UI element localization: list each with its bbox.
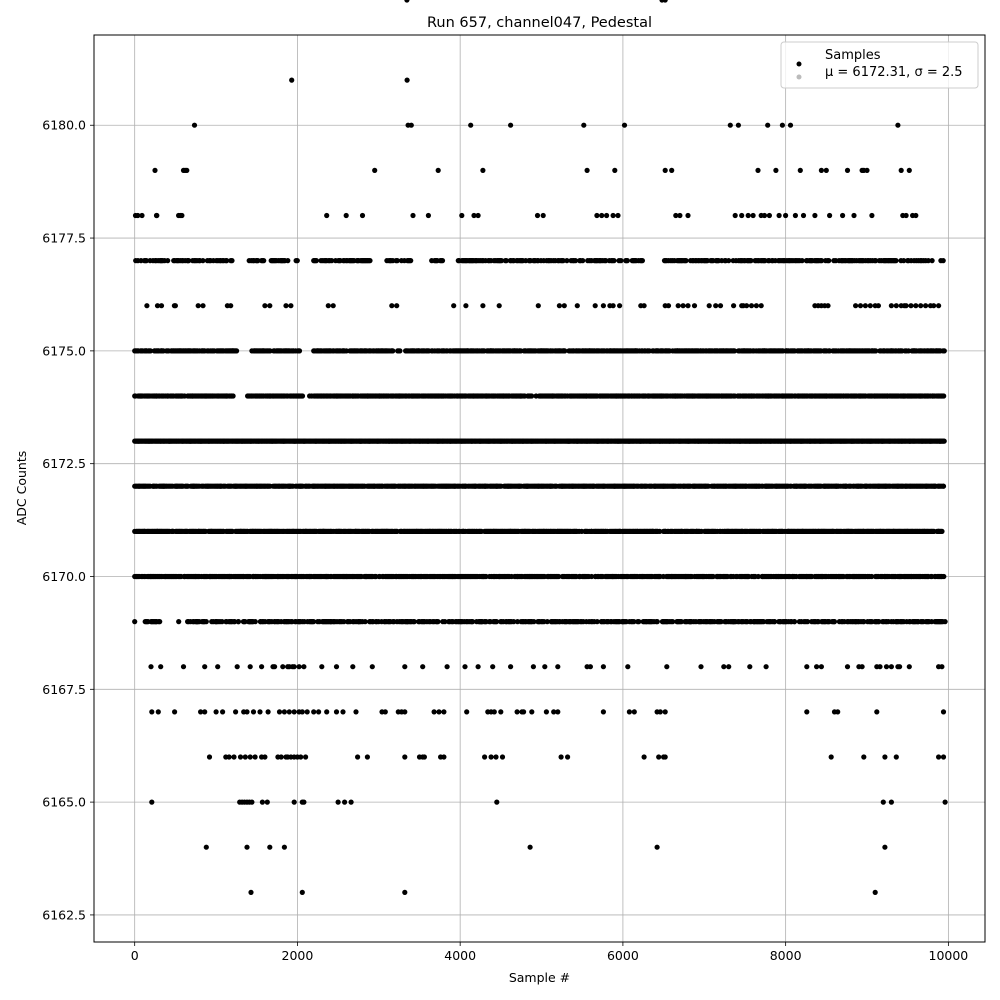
data-point (143, 258, 149, 264)
data-point (296, 348, 303, 354)
data-point (929, 258, 935, 264)
data-point (726, 258, 732, 264)
data-point (941, 438, 947, 444)
data-point (230, 393, 236, 399)
data-point (940, 258, 946, 264)
data-point (618, 258, 624, 264)
data-point (224, 258, 230, 264)
data-point (560, 258, 566, 264)
data-point (439, 258, 446, 264)
data-point (564, 258, 570, 264)
data-point (261, 258, 267, 264)
data-point (147, 348, 154, 354)
data-point (294, 258, 300, 264)
data-point (498, 258, 505, 264)
data-point (873, 348, 879, 354)
data-point (285, 258, 291, 264)
data-point (329, 258, 335, 264)
data-point (165, 258, 171, 264)
data-point (408, 258, 414, 264)
data-point (683, 258, 689, 264)
data-point (925, 258, 931, 264)
data-point (603, 258, 609, 264)
data-point (529, 393, 535, 399)
data-point (203, 619, 209, 625)
data-point (267, 348, 273, 354)
data-point (826, 258, 832, 264)
data-point (397, 348, 403, 354)
data-point (200, 258, 206, 264)
data-point (893, 258, 899, 264)
data-point (901, 258, 907, 264)
data-point (229, 258, 235, 264)
data-point (252, 619, 258, 625)
data-point (234, 348, 240, 354)
data-point (639, 258, 646, 264)
data-point (748, 258, 754, 264)
data-point (367, 258, 373, 264)
data-point (394, 258, 400, 264)
data-point (255, 258, 261, 264)
points-layer (132, 0, 948, 896)
data-point (435, 619, 441, 625)
data-point (313, 258, 319, 264)
data-point (873, 258, 879, 264)
data-point (611, 258, 617, 264)
data-point (580, 258, 586, 264)
data-point (941, 348, 947, 354)
data-point (819, 258, 825, 264)
data-point (799, 258, 805, 264)
data-point (572, 258, 579, 264)
data-point (731, 348, 738, 354)
data-point (941, 393, 947, 399)
data-point (624, 258, 631, 264)
data-point (503, 258, 509, 264)
